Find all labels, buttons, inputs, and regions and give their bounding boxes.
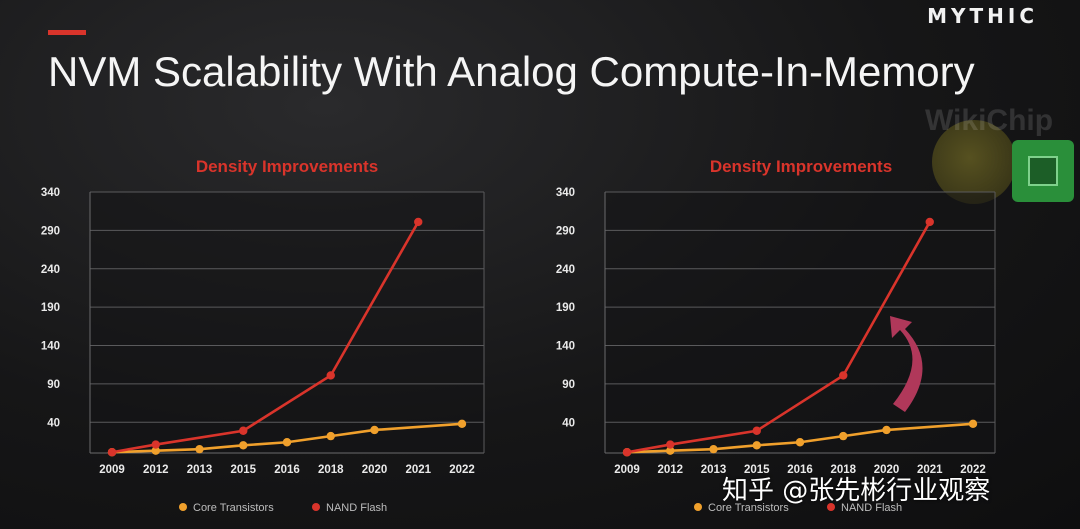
x-tick-label: 2020 [362,464,388,476]
series-line-core-transistors [111,422,463,454]
data-point [882,425,891,435]
legend-marker [694,503,702,511]
data-point [107,448,117,457]
x-tick-label: 2020 [874,464,900,476]
x-tick-label: 2012 [143,464,169,476]
plot-area [90,192,484,453]
data-point [282,438,292,447]
x-tick-label: 2018 [830,464,856,476]
x-tick-label: 2015 [744,464,770,476]
data-point [709,444,718,454]
slide-title: NVM Scalability With Analog Compute-In-M… [48,48,975,95]
y-tick-label: 240 [41,264,60,276]
data-point [457,419,467,429]
y-tick-label: 90 [47,379,60,391]
y-tick-label: 40 [47,417,60,429]
data-point [151,446,160,455]
chart-title: Density Improvements [710,157,892,176]
y-tick-label: 290 [41,225,60,237]
chart-1: Density Improvements 40 90 140 190 240 290 340 2… [41,157,485,514]
watermark: 知乎 @张先彬行业观察 [722,476,991,506]
data-point [839,431,848,441]
data-point [666,446,675,455]
legend-label: Core Transistors [708,502,789,514]
data-point [925,217,934,227]
data-point [195,444,204,454]
data-point [151,440,160,449]
y-tick-label: 90 [562,379,575,391]
y-tick-label: 290 [556,225,575,237]
x-tick-label: 2013 [701,464,727,476]
y-tick-label: 190 [556,302,575,314]
y-tick-label: 40 [562,417,575,429]
series-line-core-transistors [626,422,974,454]
x-tick-label: 2009 [99,464,125,476]
legend-marker [179,503,187,511]
x-tick-label: 2016 [274,464,300,476]
chip-icon [1012,140,1074,202]
data-point [370,425,379,435]
wikichip-disc [932,120,1016,204]
data-point [622,448,632,457]
x-tick-label: 2016 [787,464,813,476]
data-point [839,371,848,380]
x-tick-label: 2009 [614,464,640,476]
curved-arrow-icon [890,316,923,412]
y-tick-label: 140 [556,341,575,353]
chart-2: Density Improvements 40 90 140 190 240 290 340 2… [556,157,996,514]
data-point [666,440,675,449]
data-point [239,426,248,435]
legend-label: NAND Flash [841,502,902,514]
y-tick-label: 140 [41,341,60,353]
data-point [326,431,335,441]
x-tick-label: 2021 [405,464,431,476]
accent-bar [48,30,86,35]
y-tick-label: 240 [556,264,575,276]
x-tick-label: 2022 [449,464,475,476]
data-point [752,426,761,435]
plot-area [605,192,995,453]
x-tick-label: 2013 [187,464,213,476]
data-point [414,217,423,227]
data-point [752,441,761,450]
data-point [968,419,978,429]
x-tick-label: 2015 [230,464,256,476]
legend-label: NAND Flash [326,502,387,514]
chart-title: Density Improvements [196,157,378,176]
y-tick-label: 340 [556,187,575,199]
legend-marker [312,503,320,511]
x-tick-label: 2018 [318,464,344,476]
y-tick-label: 340 [41,187,60,199]
x-tick-label: 2021 [917,464,943,476]
x-tick-label: 2012 [657,464,683,476]
legend-label: Core Transistors [193,502,274,514]
brand-logo: MYTHIC [927,4,1038,28]
data-point [795,438,805,447]
data-point [326,371,335,380]
legend-marker [827,503,835,511]
y-tick-label: 190 [41,302,60,314]
x-tick-label: 2022 [960,464,986,476]
wikichip-logo-text: WikiChip [925,104,1054,137]
data-point [239,441,248,450]
